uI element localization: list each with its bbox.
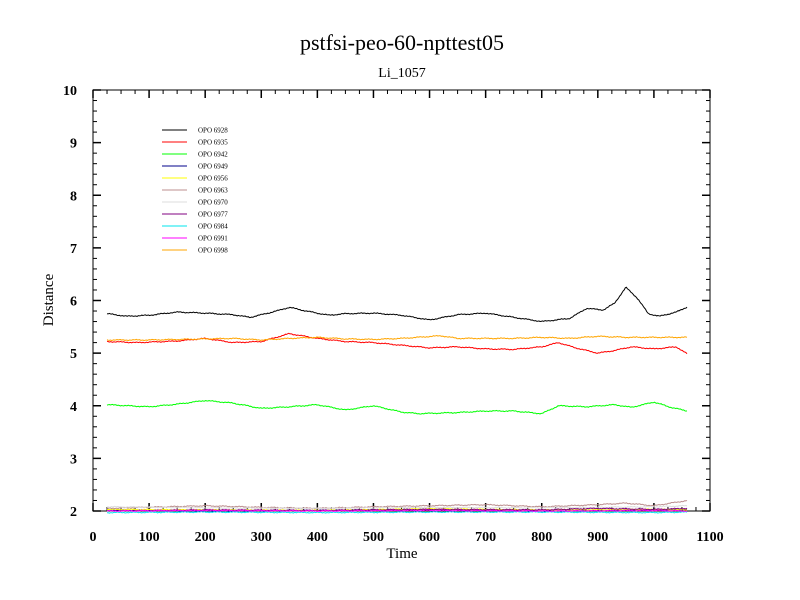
- legend-label: OPO 6977: [198, 211, 228, 219]
- chart-title: pstfsi-peo-60-npttest05: [300, 30, 504, 55]
- x-tick-label: 600: [419, 530, 440, 545]
- series-line: [106, 499, 688, 510]
- x-tick-label: 100: [139, 530, 160, 545]
- legend-label: OPO 6998: [198, 247, 228, 255]
- series-layer: [106, 286, 688, 514]
- x-tick-label: 700: [475, 530, 496, 545]
- x-tick-label: 500: [363, 530, 384, 545]
- legend-label: OPO 6984: [198, 223, 228, 231]
- series-line: [107, 510, 688, 514]
- legend-label: OPO 6956: [198, 175, 228, 183]
- y-tick-label: 9: [70, 137, 77, 152]
- legend: OPO 6928 OPO 6935 OPO 6942 OPO 6949 OPO 6956…: [162, 127, 228, 255]
- x-tick-label: 1100: [696, 530, 723, 545]
- legend-label: OPO 6991: [198, 235, 228, 243]
- y-tick-label: 8: [70, 189, 77, 204]
- y-tick-label: 10: [63, 84, 77, 99]
- x-tick-label: 0: [90, 530, 97, 545]
- x-tick-label: 800: [531, 530, 552, 545]
- series-line: [106, 286, 688, 323]
- chart-subtitle: Li_1057: [378, 66, 425, 81]
- legend-label: OPO 6970: [198, 199, 228, 207]
- legend-label: OPO 6928: [198, 127, 228, 135]
- series-line: [106, 399, 688, 415]
- y-axis-label: Distance: [41, 273, 57, 326]
- y-tick-label: 3: [70, 452, 77, 467]
- legend-label: OPO 6935: [198, 139, 228, 147]
- y-tick-label: 7: [70, 242, 77, 257]
- series-line: [106, 507, 688, 512]
- x-tick-label: 300: [251, 530, 272, 545]
- x-tick-label: 400: [307, 530, 328, 545]
- legend-label: OPO 6949: [198, 163, 228, 171]
- y-tick-label: 2: [70, 505, 77, 520]
- series-line: [106, 509, 688, 513]
- legend-label: OPO 6942: [198, 151, 228, 159]
- x-tick-label: 200: [195, 530, 216, 545]
- y-tick-label: 5: [70, 347, 77, 362]
- y-tick-label: 4: [70, 400, 77, 415]
- plot-frame: [92, 89, 711, 512]
- x-tick-label: 1000: [640, 530, 668, 545]
- series-line: [106, 334, 688, 342]
- legend-label: OPO 6963: [198, 187, 228, 195]
- y-tick-label: 6: [70, 295, 77, 310]
- x-axis-label: Time: [386, 546, 417, 562]
- x-tick-label: 900: [587, 530, 608, 545]
